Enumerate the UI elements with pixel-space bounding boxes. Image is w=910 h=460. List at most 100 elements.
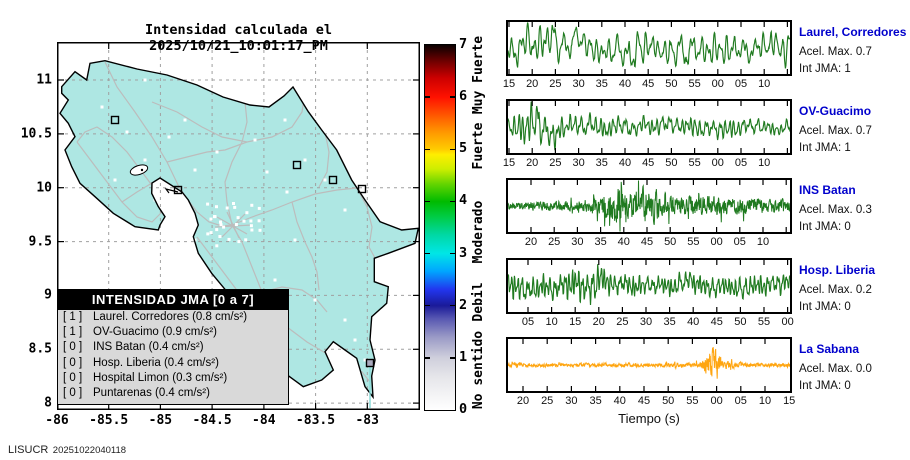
panel-time-tick-label: 40 xyxy=(687,316,700,328)
panel-time-tick-label: 00 xyxy=(711,157,724,169)
map-y-tick-label: 9.5 xyxy=(28,234,52,250)
panel-time-tick-label: 30 xyxy=(572,157,585,169)
map-x-tick-label: -84.5 xyxy=(192,413,232,428)
panel-time-tick-label: 55 xyxy=(757,316,771,328)
legend-item-accel: (0.3 cm/s²) xyxy=(172,371,228,384)
waveform-panel-4 xyxy=(506,258,792,314)
colorbar-tick xyxy=(425,304,430,307)
colorbar-tick xyxy=(425,148,430,151)
map-x-tick-label: -85.5 xyxy=(89,413,129,428)
colorbar-tick xyxy=(425,252,430,255)
legend-item-intensity: [ 0 ] xyxy=(63,387,83,400)
map-x-tick-label: -85 xyxy=(148,413,173,428)
waveform-trace xyxy=(508,101,790,151)
panel-time-tick-label: 20 xyxy=(526,157,539,169)
panel-time-tick-label: 55 xyxy=(686,395,699,407)
map-y-tick-label: 10 xyxy=(36,180,52,196)
panel-int-jma: Int JMA: 0 xyxy=(799,221,851,233)
legend-item-intensity: [ 1 ] xyxy=(63,326,83,339)
legend-item-accel: (0.9 cm/s²) xyxy=(162,326,217,339)
panel-time-tick-label: 05 xyxy=(521,316,535,328)
panel-station-name: INS Batan xyxy=(799,183,856,197)
panel-time-tick-label: 50 xyxy=(664,236,677,248)
map-y-tick-label: 9 xyxy=(44,287,52,303)
colorbar-tick-label: 7 xyxy=(459,36,468,52)
panel-time-tick-label: 20 xyxy=(592,316,605,328)
puntarenas-spit xyxy=(164,188,179,194)
colorbar-tick xyxy=(450,252,455,255)
lake-arenal xyxy=(129,164,149,176)
colorbar-tick xyxy=(450,96,455,98)
panel-int-jma: Int JMA: 1 xyxy=(799,63,851,75)
panel-time-tick-label: 40 xyxy=(618,157,632,169)
panel-time-tick-label: 35 xyxy=(595,78,608,90)
station-dots xyxy=(100,78,367,362)
footer-run-code: 20251022040118 xyxy=(52,445,127,456)
panel-time-tick-label: 00 xyxy=(781,316,794,328)
legend-item: [ 0 ] Hospital Limon (0.3 cm/s²) xyxy=(58,371,288,386)
legend-item: [ 1 ] OV-Guacimo (0.9 cm/s²) xyxy=(58,325,288,340)
legend-item: [ 0 ] Hosp. Liberia (0.4 cm/s²) xyxy=(58,356,288,371)
legend-item-intensity: [ 1 ] xyxy=(63,311,83,323)
panel-time-tick-label: 30 xyxy=(565,395,578,407)
panel-time-tick-label: 40 xyxy=(613,395,626,407)
panel-time-tick-label: 00 xyxy=(710,236,723,248)
panel-time-tick-label: 10 xyxy=(756,236,770,248)
panel-time-tick-label: 40 xyxy=(617,236,630,248)
legend-item-station: Hosp. Liberia xyxy=(93,356,164,369)
panel-station-name: Hosp. Liberia xyxy=(799,263,876,277)
panel-int-jma: Int JMA: 0 xyxy=(799,301,851,313)
panel-time-tick-label: 45 xyxy=(642,157,655,169)
legend-item-intensity: [ 0 ] xyxy=(63,371,83,384)
panel-int-jma: Int JMA: 1 xyxy=(799,142,851,154)
panel-time-tick-label: 30 xyxy=(571,236,584,248)
waveform-trace xyxy=(508,264,790,306)
colorbar-range-label: Fuerte xyxy=(471,122,486,170)
legend-item: [ 0 ] INS Batan (0.4 cm/s²) xyxy=(58,340,288,355)
waveform-trace xyxy=(508,180,790,232)
panel-time-tick-label: 30 xyxy=(639,316,653,328)
panel-time-tick-label: 50 xyxy=(665,78,678,90)
panel-time-tick-label: 15 xyxy=(783,395,796,407)
colorbar-tick xyxy=(450,148,455,151)
intensity-colorbar xyxy=(424,44,456,411)
costa-rica-map xyxy=(57,42,420,410)
panel-time-tick-label: 20 xyxy=(526,78,539,90)
panel-time-tick-label: 00 xyxy=(710,395,723,407)
road-network xyxy=(76,61,376,383)
panel-time-tick-label: 35 xyxy=(663,316,676,328)
panel-time-tick-label: 25 xyxy=(541,395,554,407)
legend-item: [ 0 ] Puntarenas (0.4 cm/s²) xyxy=(58,386,288,401)
colorbar-tick-label: 3 xyxy=(459,244,468,261)
panel-accel-max: Acel. Max. 0.3 xyxy=(799,204,872,216)
panel-time-tick-label: 05 xyxy=(734,78,748,90)
panel-time-tick-label: 15 xyxy=(569,316,582,328)
legend-item-intensity: [ 0 ] xyxy=(63,341,83,354)
colorbar-tick xyxy=(450,200,455,203)
map-x-tick-label: -86 xyxy=(45,413,69,428)
panel-time-tick-label: 45 xyxy=(642,78,655,90)
panel-time-tick-label: 30 xyxy=(572,78,585,90)
panel-time-tick-label: 35 xyxy=(594,236,607,248)
panel-time-tick-label: 00 xyxy=(711,78,724,90)
legend-item-station: Laurel. Corredores xyxy=(93,311,193,323)
panel-time-tick-label: 15 xyxy=(502,157,516,169)
panel-time-tick-label: 05 xyxy=(734,157,748,169)
panel-time-tick-label: 10 xyxy=(758,157,771,169)
panel-time-tick-label: 45 xyxy=(710,316,723,328)
station-marker xyxy=(365,358,375,368)
waveform-panel-2 xyxy=(506,99,792,155)
colorbar-range-label: Moderado xyxy=(471,200,486,263)
panel-time-tick-label: 25 xyxy=(549,78,562,90)
colorbar-tick xyxy=(425,200,430,203)
panel-time-tick-label: 05 xyxy=(734,395,747,407)
panel-time-tick-label: 55 xyxy=(688,157,701,169)
legend-header: INTENSIDAD JMA [0 a 7] xyxy=(58,290,288,310)
panel-time-tick-label: 10 xyxy=(545,316,558,328)
colorbar-tick xyxy=(450,357,455,359)
panel-time-tick-label: 50 xyxy=(734,316,747,328)
panel-time-tick-label: 25 xyxy=(549,157,562,169)
panel-time-tick-label: 35 xyxy=(595,157,608,169)
panel-time-tick-label: 55 xyxy=(687,236,700,248)
